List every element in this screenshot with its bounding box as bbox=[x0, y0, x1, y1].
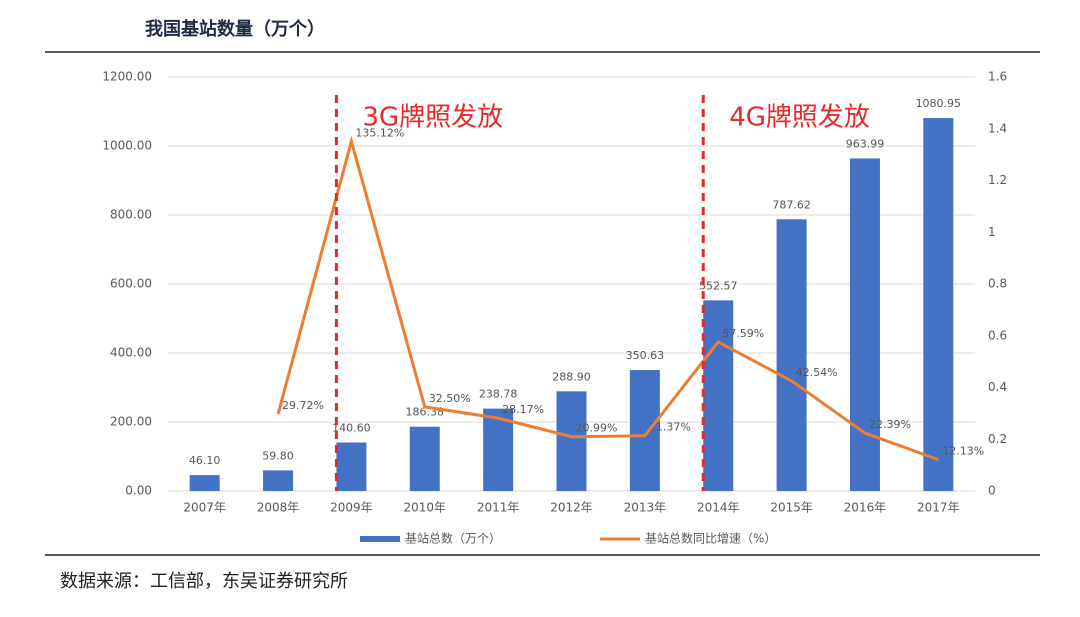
line-value-label: 22.39% bbox=[869, 418, 911, 431]
x-tick-label: 2011年 bbox=[477, 501, 520, 515]
x-tick-label: 2015年 bbox=[770, 501, 813, 515]
chart-title: 我国基站数量（万个） bbox=[145, 18, 325, 40]
bar bbox=[629, 370, 660, 491]
bar bbox=[263, 470, 294, 491]
y2-tick-label: 0.2 bbox=[988, 432, 1007, 446]
bar-value-label: 238.78 bbox=[479, 388, 518, 401]
line-value-label: 32.50% bbox=[429, 392, 471, 405]
x-tick-label: 2017年 bbox=[917, 501, 960, 515]
bar-value-label: 350.63 bbox=[626, 349, 665, 362]
bar-value-label: 552.57 bbox=[699, 279, 738, 292]
bar bbox=[556, 391, 587, 491]
x-tick-label: 2016年 bbox=[844, 501, 887, 515]
bar-value-label: 288.90 bbox=[552, 370, 591, 383]
line-value-label: 21.37% bbox=[649, 421, 691, 434]
bar-value-label: 59.80 bbox=[262, 449, 294, 462]
bar bbox=[923, 118, 954, 491]
bar-value-label: 140.60 bbox=[332, 421, 371, 434]
y-tick-label: 0.00 bbox=[125, 484, 152, 498]
y-tick-label: 1000.00 bbox=[102, 139, 152, 153]
line-value-label: 28.17% bbox=[502, 403, 544, 416]
x-tick-label: 2007年 bbox=[183, 501, 226, 515]
line-value-label: 20.99% bbox=[576, 422, 618, 435]
line bbox=[276, 135, 939, 462]
line-value-label: 29.72% bbox=[282, 399, 324, 412]
annotation: 4G牌照发放 bbox=[729, 103, 870, 133]
y2-tick-label: 1.4 bbox=[988, 121, 1007, 135]
bar-value-label: 963.99 bbox=[846, 137, 885, 150]
y2-tick-label: 0.8 bbox=[988, 277, 1007, 291]
y2-tick-label: 0.4 bbox=[988, 380, 1007, 394]
bar bbox=[409, 426, 440, 491]
bar bbox=[849, 158, 880, 491]
bar bbox=[776, 219, 807, 491]
bar-value-label: 787.62 bbox=[772, 198, 811, 211]
bar-value-label: 46.10 bbox=[189, 454, 221, 467]
y-tick-label: 400.00 bbox=[110, 346, 152, 360]
x-tick-label: 2013年 bbox=[624, 501, 667, 515]
y-tick-label: 600.00 bbox=[110, 277, 152, 291]
x-tick-label: 2008年 bbox=[257, 501, 300, 515]
bar bbox=[336, 442, 367, 491]
line-value-label: 42.54% bbox=[796, 366, 838, 379]
line-value-label: 57.59% bbox=[722, 327, 764, 340]
x-tick-label: 2009年 bbox=[330, 501, 373, 515]
y2-tick-label: 0 bbox=[988, 484, 996, 498]
y-tick-label: 200.00 bbox=[110, 415, 152, 429]
bar-value-label: 1080.95 bbox=[916, 97, 962, 110]
legend-swatch bbox=[360, 536, 400, 542]
y-tick-label: 800.00 bbox=[110, 208, 152, 222]
x-tick-label: 2012年 bbox=[550, 501, 593, 515]
source-note: 数据来源：工信部，东吴证券研究所 bbox=[60, 571, 348, 592]
line-value-label: 135.12% bbox=[355, 126, 404, 139]
bar bbox=[189, 475, 220, 491]
line-value-label: 12.13% bbox=[942, 445, 984, 458]
y2-tick-label: 1.2 bbox=[988, 173, 1007, 187]
y2-tick-label: 0.6 bbox=[988, 328, 1007, 342]
y2-tick-label: 1 bbox=[988, 225, 996, 239]
y2-tick-label: 1.6 bbox=[988, 70, 1007, 84]
x-tick-label: 2010年 bbox=[403, 501, 446, 515]
annotation: 3G牌照发放 bbox=[362, 103, 503, 133]
legend-label: 基站总数（万个） bbox=[405, 531, 501, 546]
x-tick-label: 2014年 bbox=[697, 501, 740, 515]
legend-label: 基站总数同比增速（%） bbox=[645, 531, 776, 546]
bar bbox=[483, 408, 514, 491]
bar bbox=[703, 300, 734, 491]
y-tick-label: 1200.00 bbox=[102, 70, 152, 84]
